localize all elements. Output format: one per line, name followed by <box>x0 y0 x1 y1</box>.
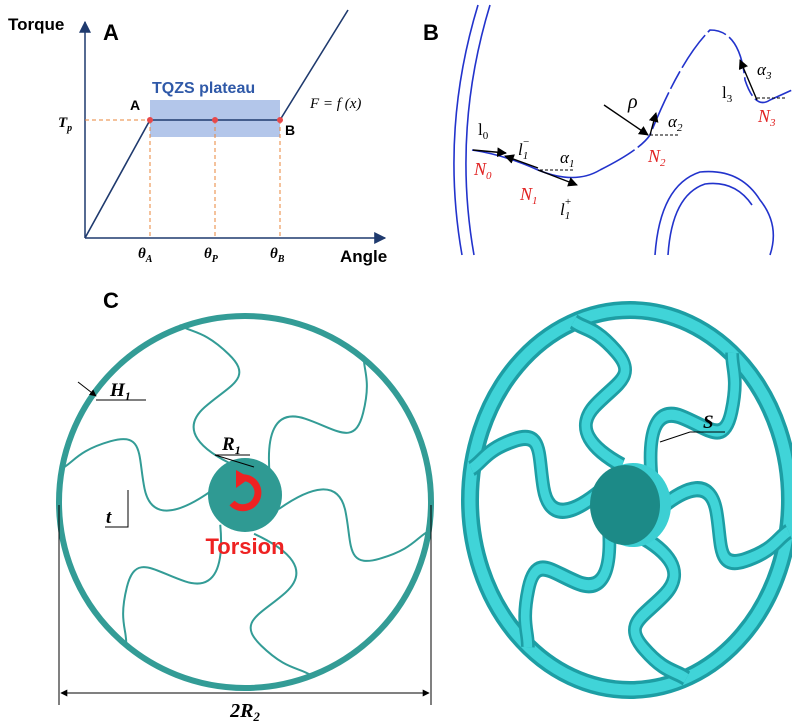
dimension-label: R1 <box>221 434 241 457</box>
vector-label: l3 <box>722 83 733 105</box>
angle-label: α3 <box>757 60 772 82</box>
spoke <box>272 479 433 575</box>
radius-label: ρ <box>627 91 638 113</box>
spoke <box>614 526 697 690</box>
panel-c: C Torsion H1 R1 t 2R2 S <box>57 288 791 723</box>
theta-label: θP <box>204 246 219 265</box>
dimension-label: S <box>703 412 714 433</box>
x-axis-label: Angle <box>340 247 387 266</box>
leader <box>78 382 96 396</box>
theta-label: θA <box>138 246 153 265</box>
theta-label: θB <box>270 246 285 265</box>
function-label: F = f (x) <box>309 96 361 112</box>
guide-lines <box>85 120 280 238</box>
vector-label: l1− <box>518 136 530 162</box>
vector-label: l1+ <box>560 196 572 222</box>
dimension-label: t <box>106 507 112 528</box>
leader <box>660 432 690 442</box>
spoke <box>167 313 263 474</box>
angle-label: α1 <box>560 148 574 170</box>
point-label: A <box>130 97 140 113</box>
panel-label: A <box>103 20 119 45</box>
tp-label: Tp <box>58 115 72 134</box>
plateau-label: TQZS plateau <box>152 80 255 97</box>
torsion-label: Torsion <box>205 534 284 559</box>
node-label: N3 <box>757 106 776 129</box>
spoke <box>563 309 646 473</box>
figure: A Torque Angle TQZS plateau A B F = f (x… <box>0 0 792 723</box>
node-label: N2 <box>647 146 666 169</box>
angle-label: α2 <box>668 112 683 134</box>
spoke <box>57 425 218 521</box>
hub-face <box>590 465 660 545</box>
curves <box>454 5 792 255</box>
vectors <box>473 60 785 185</box>
panel-label: B <box>423 20 439 45</box>
point-label: B <box>285 122 295 138</box>
panel-label: C <box>103 288 119 313</box>
dimension-label: H1 <box>109 380 131 403</box>
panel-b: B l0 l1− l1+ α1 ρ α2 l3 α3 N0 N1 N2 N3 <box>423 5 792 255</box>
panel-a: A Torque Angle TQZS plateau A B F = f (x… <box>8 10 387 266</box>
y-axis-label: Torque <box>8 15 64 34</box>
node-label: N1 <box>519 184 538 207</box>
node-label: N0 <box>473 159 492 182</box>
vector-label: l0 <box>478 120 489 142</box>
dimension-label: 2R2 <box>229 700 260 723</box>
hub <box>208 458 282 532</box>
